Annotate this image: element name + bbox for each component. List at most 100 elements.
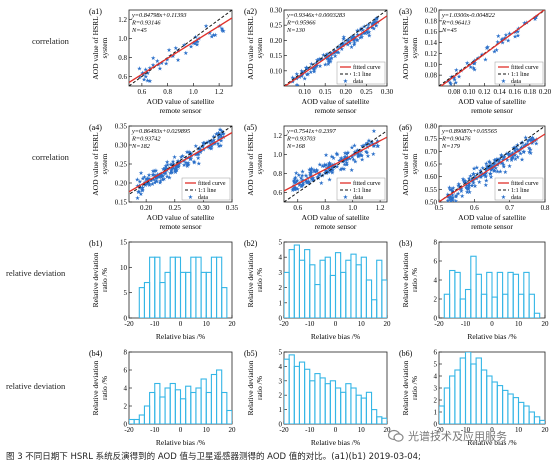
wechat-icon [388,429,404,442]
data-point: ★ [340,41,345,48]
panel-b5: (b5) -20 -10 0 10 20 0 1 2 3 4 5 Relative bias /% Rel… [240,342,395,448]
data-point: ★ [485,164,490,171]
y-tick-label: 0.08 [425,72,438,80]
data-point: ★ [313,63,318,70]
row-label-relative-deviation-1: relative deviation [6,268,66,278]
x-tick-label: 20 [384,320,392,328]
legend-label: 1:1 line [511,188,530,194]
data-point: ★ [156,174,161,181]
data-point: ★ [299,68,304,75]
data-point: ★ [352,40,357,47]
data-point: ★ [470,171,475,178]
histogram-bar [314,284,321,318]
data-point: ★ [143,66,148,73]
data-point: ★ [192,160,197,167]
data-point: ★ [191,40,196,47]
data-point: ★ [145,70,150,77]
data-point: ★ [360,27,365,34]
plot-frame [283,125,388,203]
data-point: ★ [157,65,162,72]
data-point: ★ [312,67,317,74]
data-point: ★ [523,134,528,141]
y-axis-label: AOD value of HSRL [401,16,410,80]
x-axis-label: Relative bias /% [156,438,205,447]
data-point: ★ [466,185,471,192]
histogram-bar [533,312,541,318]
data-point: ★ [308,167,313,174]
panel-a3: (a3) 0.08 0.10 0.12 0.14 0.16 0.18 0.20 0.08 0.10… [395,0,553,116]
x-tick-label: 10 [515,320,523,328]
data-point: ★ [193,143,198,150]
y-tick-label: 0.15 [115,199,128,207]
data-point: ★ [365,140,370,147]
data-point: ★ [505,157,510,164]
data-point: ★ [164,167,169,174]
data-point: ★ [515,154,520,161]
data-point: ★ [340,40,345,47]
legend-label: 1:1 line [353,72,372,78]
x-axis-label-line2: remote sensor [315,106,357,115]
data-point: ★ [140,185,145,192]
x-axis-label-line2: remote sensor [160,106,202,115]
data-point: ★ [302,76,307,83]
data-point: ★ [328,52,333,59]
data-point: ★ [465,186,470,193]
histogram-bar [164,387,171,424]
data-point: ★ [324,162,329,169]
data-point: ★ [366,21,371,28]
panel-label: (a6) [399,123,412,132]
data-point: ★ [165,173,170,180]
chart-a4: (a4) 0.20 0.25 0.30 0.35 0.15 0.20 0.25 0.30 0.35… [89,123,239,232]
data-point: ★ [209,137,214,144]
data-point: ★ [299,183,304,190]
y-tick-label: 0.50 [425,199,438,207]
data-point: ★ [174,163,179,170]
stat-annotation: R=0.93703 [286,136,316,143]
data-point: ★ [163,171,168,178]
data-point: ★ [466,186,471,193]
data-point: ★ [321,163,326,170]
data-point: ★ [292,176,297,183]
chart-b3: (b3) -20 -10 0 10 20 0 2 4 6 8 Relative bias /% Rela… [399,239,549,342]
data-point: ★ [306,179,311,186]
data-point: ★ [339,157,344,164]
x-tick-label: 0 [334,426,338,434]
data-point: ★ [209,146,214,153]
data-point: ★ [449,187,454,194]
data-point: ★ [299,73,304,80]
data-point: ★ [349,44,354,51]
data-point: ★ [326,56,331,63]
data-point: ★ [347,156,352,163]
data-point: ★ [362,24,367,31]
data-point: ★ [290,78,295,85]
data-point: ★ [466,175,471,182]
data-point: ★ [480,165,485,172]
histogram-bar [486,271,493,318]
data-point: ★ [329,166,334,173]
data-point: ★ [371,25,376,32]
data-point: ★ [188,156,193,163]
data-point: ★ [216,143,221,150]
data-point: ★ [486,158,491,165]
legend-label: fitted curve [511,64,539,71]
data-point: ★ [299,72,304,79]
y-axis-label-line2: system [100,37,109,58]
data-point: ★ [503,169,508,176]
x-tick-label: -20 [124,320,134,328]
histogram-bar [475,273,482,318]
histogram-bar [329,380,337,424]
chart-a5: (a5) 0.6 0.8 1.0 1.2 0.6 0.8 1.0 1.2 AOD value of… [244,123,388,231]
histogram-bar [298,259,306,318]
data-point: ★ [364,28,369,35]
y-tick-label: 0 [434,315,438,323]
data-point: ★ [153,167,158,174]
data-point: ★ [489,166,494,173]
data-point: ★ [328,168,333,175]
data-point: ★ [463,179,468,186]
data-point: ★ [529,138,534,145]
data-point: ★ [138,170,143,177]
data-point: ★ [371,151,376,158]
histogram-bar [298,361,306,424]
data-point: ★ [456,183,461,190]
